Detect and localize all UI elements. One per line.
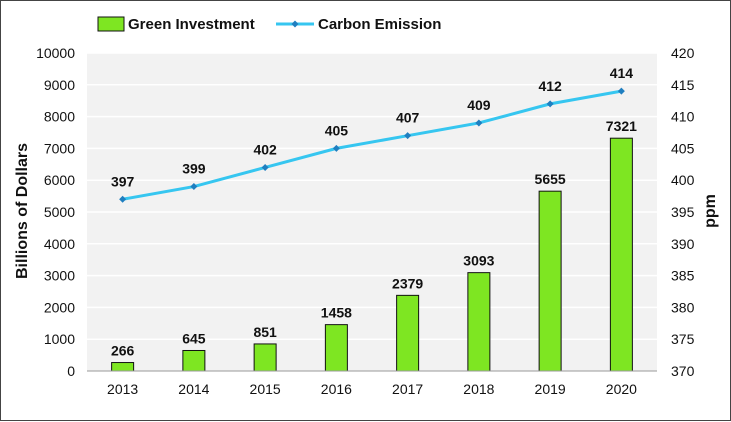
bar-value-label: 5655	[535, 171, 566, 187]
y-right-tick-label: 385	[671, 268, 695, 284]
line-value-label: 407	[396, 110, 420, 126]
y-right-tick-label: 375	[671, 331, 695, 347]
bar-value-label: 3093	[463, 253, 494, 269]
y-right-tick-label: 370	[671, 363, 695, 379]
x-tick-label: 2014	[178, 381, 209, 397]
line-value-label: 397	[111, 173, 135, 189]
line-value-label: 405	[325, 122, 349, 138]
bar-green-investment	[609, 137, 633, 372]
y-left-tick-label: 3000	[44, 268, 75, 284]
line-value-label: 414	[610, 65, 634, 81]
y-axis-left-title: Billions of Dollars	[14, 143, 31, 279]
bar-green-investment	[182, 349, 206, 372]
legend: Green Investment Carbon Emission	[97, 16, 441, 33]
y-left-tick-label: 6000	[44, 172, 75, 188]
line-point-carbon-emission	[119, 195, 127, 203]
y-left-tick-label: 1000	[44, 331, 75, 347]
y-right-tick-label: 380	[671, 299, 695, 315]
x-tick-label: 2018	[463, 381, 494, 397]
y-left-tick-label: 7000	[44, 140, 75, 156]
y-left-tick-label: 9000	[44, 77, 75, 93]
line-value-label: 399	[182, 161, 206, 177]
line-value-label: 402	[253, 141, 277, 157]
y-axis-right-title: ppm	[702, 194, 719, 228]
y-left-tick-label: 8000	[44, 109, 75, 125]
bar-value-label: 7321	[606, 118, 637, 134]
y-left-tick-label: 0	[67, 363, 75, 379]
line-point-carbon-emission	[404, 132, 412, 140]
legend-label-green-investment: Green Investment	[128, 16, 255, 33]
line-point-carbon-emission	[546, 100, 554, 108]
x-tick-label: 2017	[392, 381, 423, 397]
y-left-tick-label: 5000	[44, 204, 75, 220]
bar-value-label: 851	[253, 324, 277, 340]
line-carbon-emission	[122, 89, 622, 201]
y-right-tick-label: 410	[671, 109, 695, 125]
bar-value-label: 1458	[321, 305, 352, 321]
line-point-carbon-emission	[332, 144, 340, 152]
x-tick-label: 2015	[250, 381, 281, 397]
y-right-tick-label: 405	[671, 140, 695, 156]
y-right-tick-label: 395	[671, 204, 695, 220]
x-tick-label: 2020	[606, 381, 637, 397]
line-value-label: 409	[467, 97, 491, 113]
x-tick-label: 2013	[107, 381, 138, 397]
y-left-tick-label: 2000	[44, 299, 75, 315]
x-tick-label: 2016	[321, 381, 352, 397]
line-value-label: 412	[538, 78, 562, 94]
bar-value-label: 266	[111, 343, 135, 359]
line-point-carbon-emission	[475, 119, 483, 127]
bar-value-label: 2379	[392, 275, 423, 291]
bar-green-investment	[324, 324, 348, 372]
x-tick-label: 2019	[535, 381, 566, 397]
y-right-tick-label: 420	[671, 45, 695, 61]
line-point-carbon-emission	[617, 87, 625, 95]
y-right-tick-label: 400	[671, 172, 695, 188]
legend-swatch-green-investment	[97, 16, 125, 32]
y-right-tick-label: 390	[671, 236, 695, 252]
y-right-tick-label: 415	[671, 77, 695, 93]
line-point-carbon-emission	[261, 163, 269, 171]
bar-value-label: 645	[182, 330, 206, 346]
bar-green-investment	[538, 190, 562, 372]
bar-green-investment	[111, 362, 135, 372]
legend-label-carbon-emission: Carbon Emission	[318, 16, 441, 33]
legend-marker-carbon-emission	[291, 20, 299, 28]
bar-green-investment	[467, 272, 491, 372]
y-left-tick-label: 10000	[36, 45, 75, 61]
bar-green-investment	[253, 343, 277, 372]
line-point-carbon-emission	[190, 183, 198, 191]
y-left-tick-label: 4000	[44, 236, 75, 252]
bar-green-investment	[396, 294, 420, 372]
